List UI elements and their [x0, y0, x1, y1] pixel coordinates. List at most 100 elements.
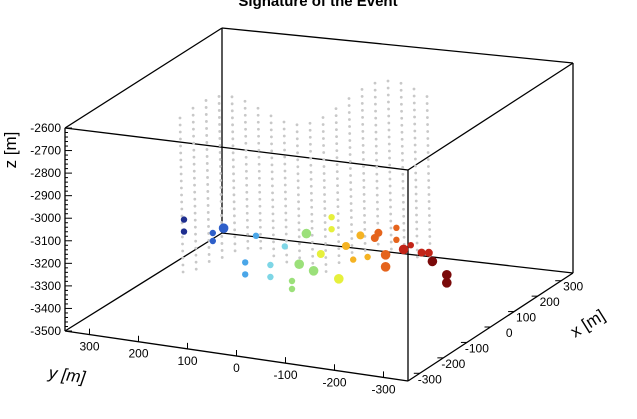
- detector-dot: [231, 158, 235, 162]
- detector-dot: [271, 205, 275, 209]
- detector-dot: [179, 137, 182, 141]
- detector-dot: [361, 150, 365, 154]
- detector-dot: [310, 219, 314, 223]
- detector-dot: [361, 115, 364, 119]
- detector-dot: [401, 200, 405, 204]
- detector-dot: [269, 128, 273, 132]
- detector-dot: [218, 137, 222, 140]
- detector-dot: [400, 130, 404, 134]
- y-tick-label: 200: [128, 347, 148, 361]
- detector-dot: [335, 170, 339, 174]
- detector-dot: [217, 109, 221, 112]
- detector-dot: [194, 260, 198, 264]
- detector-dot: [284, 197, 287, 201]
- detector-dot: [220, 249, 224, 252]
- detector-dot: [374, 137, 378, 141]
- detector-dot: [233, 235, 237, 239]
- detector-dot: [321, 130, 325, 133]
- detector-dot: [270, 135, 273, 139]
- detector-dot: [400, 109, 403, 113]
- detector-dot: [192, 148, 196, 152]
- detector-dot: [375, 200, 379, 204]
- detector-dot: [309, 177, 313, 181]
- detector-dot: [233, 228, 237, 232]
- detector-dot: [386, 79, 390, 83]
- hit-point: [209, 229, 216, 237]
- detector-dot: [308, 135, 312, 139]
- detector-dot: [402, 221, 406, 225]
- detector-dot: [272, 254, 276, 258]
- detector-dot: [349, 209, 353, 212]
- detector-dot: [427, 179, 431, 182]
- detector-dot: [233, 221, 236, 225]
- detector-dot: [285, 260, 289, 264]
- detector-dot: [206, 204, 210, 207]
- detector-dot: [284, 218, 288, 222]
- detector-dot: [181, 256, 185, 260]
- detector-dot: [389, 212, 393, 216]
- detector-dot: [308, 128, 312, 132]
- detector-dot: [244, 127, 247, 131]
- detector-dot: [243, 113, 247, 117]
- detector-dot: [335, 135, 338, 139]
- detector-dot: [336, 191, 340, 195]
- detector-dot: [283, 183, 287, 187]
- detector-dot: [413, 129, 417, 133]
- hit-point: [288, 285, 296, 293]
- detector-dot: [207, 260, 211, 263]
- detector-dot: [246, 246, 250, 250]
- detector-dot: [205, 155, 209, 158]
- detector-dot: [231, 144, 235, 148]
- detector-dot: [323, 235, 327, 238]
- x-tick-label: -100: [465, 341, 489, 355]
- x-tick-label: -300: [418, 372, 442, 386]
- detector-dot: [349, 174, 352, 177]
- detector-dot: [427, 200, 431, 203]
- detector-dot: [336, 177, 339, 181]
- detector-dot: [271, 219, 275, 223]
- detector-dot: [220, 256, 224, 259]
- detector-dot: [218, 158, 222, 161]
- x-tick-label: 300: [563, 280, 583, 294]
- detector-dot: [282, 134, 286, 138]
- detector-dot: [218, 151, 222, 154]
- detector-dot: [309, 170, 313, 174]
- detector-dot: [244, 141, 248, 145]
- detector-dot: [337, 233, 340, 237]
- detector-dot: [296, 172, 300, 176]
- detector-dot: [337, 261, 341, 265]
- detector-dot: [295, 137, 299, 141]
- hit-point: [407, 242, 414, 249]
- detector-dot: [256, 113, 260, 117]
- z-tick-label: -2600: [30, 121, 61, 135]
- detector-dot: [350, 237, 354, 240]
- detector-dot: [193, 211, 197, 215]
- detector-dot: [362, 164, 365, 168]
- detector-dot: [373, 88, 377, 92]
- detector-dot: [309, 184, 313, 188]
- detector-dot: [323, 186, 326, 189]
- detector-dot: [206, 218, 210, 221]
- detector-dot: [283, 162, 287, 166]
- detector-dot: [230, 109, 234, 113]
- detector-dot: [412, 101, 416, 105]
- detector-dot: [428, 228, 432, 231]
- detector-dot: [270, 163, 274, 167]
- detector-dot: [347, 97, 351, 100]
- detector-dot: [245, 183, 249, 187]
- detector-dot: [400, 137, 404, 141]
- detector-dot: [205, 127, 208, 130]
- detector-dot: [336, 219, 340, 223]
- hit-point: [316, 250, 325, 258]
- detector-dot: [217, 102, 221, 105]
- detector-dot: [206, 183, 210, 186]
- z-tick-label: -3000: [30, 211, 61, 225]
- detector-dot: [232, 186, 236, 190]
- detector-dot: [387, 135, 391, 139]
- detector-dot: [387, 121, 391, 125]
- detector-dot: [310, 205, 314, 209]
- detector-dot: [219, 214, 223, 217]
- detector-dot: [271, 198, 275, 202]
- detector-dot: [401, 193, 405, 197]
- detector-dot: [284, 239, 288, 243]
